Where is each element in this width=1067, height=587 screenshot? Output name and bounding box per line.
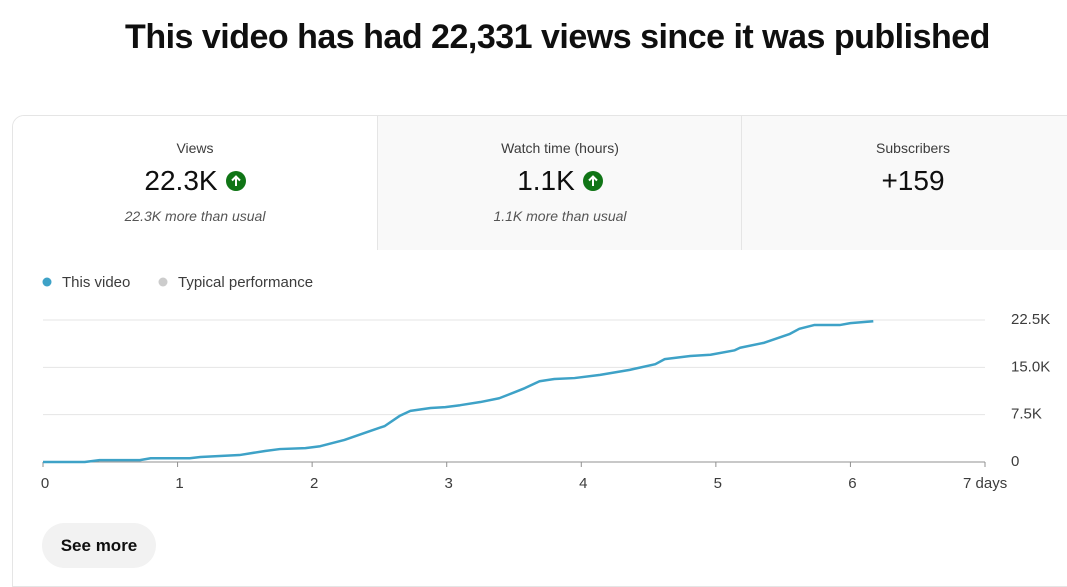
x-tick-label: 6 [848,475,856,492]
metric-note: 22.3K more than usual [124,208,266,224]
metric-value: 1.1K [517,165,575,196]
x-tick-label: 3 [445,475,453,492]
analytics-card: Views 22.3K 22.3K more than usual Watch … [12,115,1067,587]
up-icon [582,171,603,191]
page-title: This video has had 22,331 views since it… [125,18,990,56]
metric-tab[interactable]: Views 22.3K 22.3K more than usual [13,116,377,250]
metric-label: Subscribers [876,140,950,156]
metric-note: 1.1K more than usual [493,208,627,224]
data-line [43,320,874,464]
legend-label: This video [62,274,130,291]
y-tick-label: 22.5K [1011,311,1050,328]
x-tick-label: 2 [310,475,318,492]
x-tick-label: 0 [41,475,49,492]
metric-value: 22.3K [144,165,218,196]
metric-tab[interactable]: Watch time (hours) 1.1K 1.1K more than u… [377,116,742,250]
metric-value-row: +159 [742,164,1067,198]
metric-tab[interactable]: Subscribers +159 [741,116,1067,250]
legend-dot [158,277,168,287]
metric-value-row: 1.1K [378,164,742,198]
x-tick-label: 7 days [963,475,1007,492]
x-tick-label: 5 [714,475,722,492]
metric-label: Watch time (hours) [501,140,619,156]
see-more-button[interactable]: See more [42,523,156,568]
chart: This video Typical performance 0 7.5K 15.0K 2… [41,274,1050,492]
y-tick-label: 15.0K [1011,358,1050,375]
y-tick-label: 0 [1011,453,1019,470]
metric-label: Views [176,140,214,156]
metric-value: +159 [881,165,945,196]
x-tick-label: 1 [175,475,183,492]
legend-dot [42,277,52,287]
y-tick-label: 7.5K [1011,406,1042,423]
up-icon [225,171,246,191]
metric-value-row: 22.3K [13,164,377,198]
legend-label: Typical performance [178,274,313,291]
x-tick-label: 4 [579,475,587,492]
